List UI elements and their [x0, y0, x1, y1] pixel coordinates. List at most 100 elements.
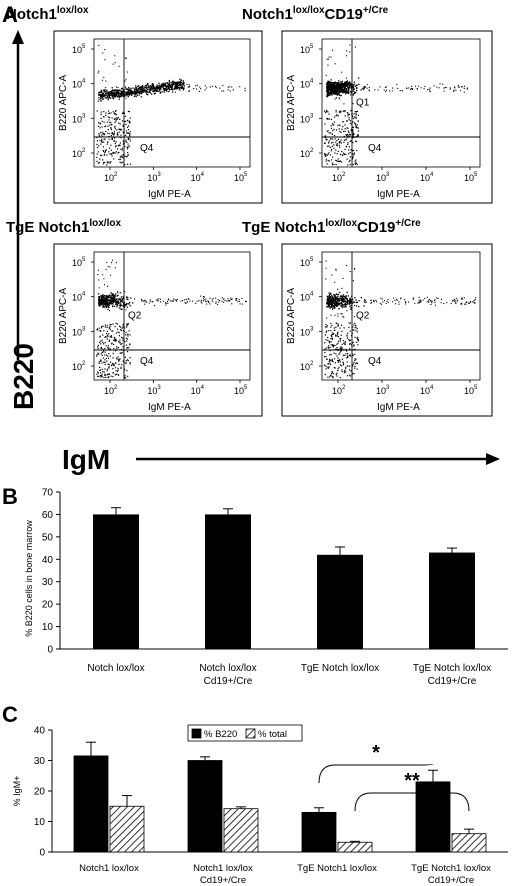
y-axis-label: % B220 cells in bone marrow — [24, 520, 34, 637]
panel-label-a: A — [2, 2, 18, 27]
flow-plot-title: TgE Notch1lox/lox — [6, 218, 121, 236]
x-tick-label: 104 — [420, 385, 434, 396]
x-tick-exp: 5 — [474, 385, 478, 391]
x-tick-exp: 4 — [201, 172, 205, 178]
x-tick-label: TgE Notch1 lox/lox — [297, 863, 377, 874]
flow-dots — [96, 44, 246, 166]
y-tick-label: 60 — [42, 510, 54, 521]
x-tick-exp: 2 — [114, 172, 118, 178]
y-tick-exp: 5 — [310, 44, 314, 50]
x-tick-label: 102 — [332, 172, 346, 183]
title-sup1: lox/lox — [293, 5, 325, 16]
y-tick-label: 20 — [42, 600, 54, 611]
significance-label: ** — [404, 770, 420, 792]
significance-label: * — [372, 742, 380, 764]
y-tick-label: 105 — [72, 44, 86, 55]
flow-dots — [324, 44, 468, 166]
y-tick-label: 105 — [300, 44, 314, 55]
y-tick-label: 103 — [300, 113, 314, 124]
legend-label: % total — [258, 729, 287, 740]
legend-swatch — [191, 728, 202, 739]
legend-swatch — [245, 728, 256, 739]
x-tick-label: Notch1 lox/lox — [79, 863, 139, 874]
y-tick-label: 103 — [72, 326, 86, 337]
flow-plot-title: Notch1lox/loxCD19+/Cre — [242, 5, 389, 23]
flow-plot-4: TgE Notch1lox/loxCD19+/Cre 102 103 104 105 10… — [242, 218, 493, 417]
x-tick-exp: 5 — [244, 172, 248, 178]
flow-plot-area — [321, 38, 481, 168]
x-tick-label: 102 — [104, 385, 118, 396]
bar-c-s1-4 — [415, 781, 451, 853]
bar-b-2 — [205, 514, 251, 649]
flow-plot-area — [93, 251, 251, 381]
y-tick-exp: 5 — [310, 257, 314, 263]
flow-plot-title: TgE Notch1lox/loxCD19+/Cre — [242, 218, 421, 236]
x-tick-label: 102 — [104, 172, 118, 183]
significance-bracket — [354, 792, 470, 812]
bar-c-s2-1 — [109, 805, 145, 853]
x-tick-label: 103 — [376, 172, 390, 183]
title-main: Notch1 — [39, 219, 90, 236]
x-tick-label: TgE Notch lox/lox — [413, 663, 491, 674]
y-tick-exp: 3 — [310, 326, 314, 332]
chart-b: 0 10 20 30 40 50 60 70 % B220 cells in bone marr… — [24, 488, 508, 687]
x-tick-exp: 3 — [157, 385, 161, 391]
x-tick-label: 102 — [332, 385, 346, 396]
title-sup1: lox/lox — [89, 218, 121, 229]
y-tick-exp: 3 — [82, 113, 86, 119]
y-tick-label: 10 — [34, 817, 46, 828]
y-tick-label: 40 — [34, 726, 46, 737]
quadrant-lower-label: Q4 — [140, 356, 154, 367]
title-sup2: +/Cre — [395, 218, 421, 229]
chart-c: 0 10 20 30 40 % IgM+ Notch1 lox/lox Notch1 lox/… — [12, 724, 508, 886]
y-tick-exp: 4 — [310, 292, 314, 298]
x-tick-label: 104 — [191, 172, 205, 183]
y-tick-label: 104 — [300, 292, 314, 303]
title-main: Notch1 — [275, 219, 326, 236]
x-tick-label: 105 — [234, 172, 248, 183]
y-tick-exp: 4 — [82, 292, 86, 298]
bar-b-1 — [93, 514, 139, 649]
bar-c-s2-2 — [223, 808, 259, 853]
y-tick-exp: 5 — [82, 257, 86, 263]
y-tick-label: 104 — [72, 79, 86, 90]
title-sup1: lox/lox — [325, 218, 357, 229]
title-mid: CD19 — [325, 6, 363, 23]
y-tick-exp: 3 — [310, 113, 314, 119]
x-tick-exp: 5 — [474, 172, 478, 178]
y-tick-label: 102 — [300, 148, 314, 159]
x-tick-label: Notch lox/lox — [199, 663, 256, 674]
x-tick-label: 105 — [234, 385, 248, 396]
title-main: Notch1 — [6, 6, 57, 23]
y-tick-label: 50 — [42, 532, 54, 543]
flow-ylabel: B220 APC-A — [58, 75, 69, 131]
x-tick-label: 103 — [147, 385, 161, 396]
y-tick-exp: 3 — [82, 326, 86, 332]
flow-ylabel: B220 APC-A — [58, 288, 69, 344]
flow-plot-frame — [281, 243, 493, 417]
x-tick-label: Cd19+/Cre — [200, 875, 246, 886]
x-tick-label: Cd19+/Cre — [428, 875, 474, 886]
significance-bracket — [318, 763, 434, 784]
y-tick-exp: 5 — [82, 44, 86, 50]
legend-label: % B220 — [204, 729, 237, 740]
flow-dots — [324, 260, 477, 379]
title-main: Notch1 — [242, 6, 293, 23]
title-mid: CD19 — [357, 219, 395, 236]
x-tick-label: 104 — [420, 172, 434, 183]
flow-xlabel: IgM PE-A — [148, 189, 191, 200]
y-tick-label: 105 — [72, 257, 86, 268]
bar-b-3 — [317, 554, 363, 649]
x-tick-label: Notch lox/lox — [87, 663, 144, 674]
y-axis-label: % IgM+ — [12, 776, 22, 807]
y-tick-label: 105 — [300, 257, 314, 268]
x-marker-arrowhead — [486, 453, 500, 465]
x-tick-label: Notch1 lox/lox — [193, 863, 253, 874]
x-tick-label: TgE Notch1 lox/lox — [411, 863, 491, 874]
bar-c-s2-4 — [451, 833, 487, 853]
title-sup1: lox/lox — [57, 5, 89, 16]
x-tick-label: 105 — [464, 385, 478, 396]
quadrant-upper-label: Q2 — [356, 311, 370, 322]
